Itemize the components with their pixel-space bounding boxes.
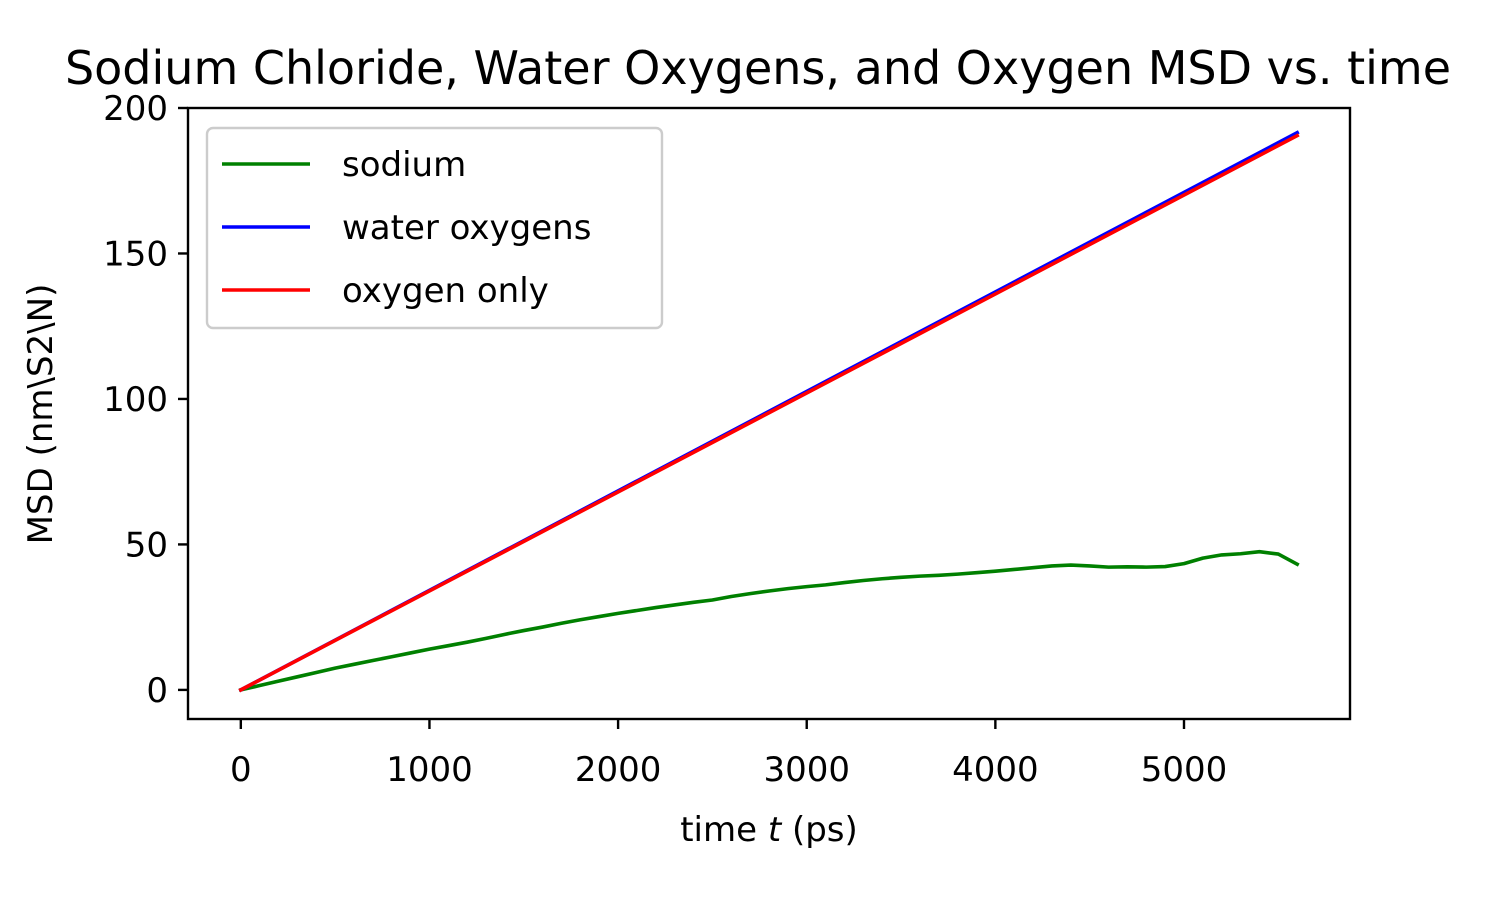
y-axis: 0 50 100 150 200 <box>103 89 188 711</box>
x-tick-label: 4000 <box>952 750 1039 790</box>
x-axis: 0 1000 2000 3000 4000 5000 <box>230 719 1227 790</box>
y-tick-label: 200 <box>103 89 168 129</box>
series-layer <box>238 130 1300 693</box>
y-tick-label: 150 <box>103 234 168 274</box>
legend: sodium water oxygens oxygen only <box>205 126 664 330</box>
legend-label-sodium: sodium <box>342 145 466 185</box>
chart-title: Sodium Chloride, Water Oxygens, and Oxyg… <box>65 41 1451 95</box>
y-tick-label: 100 <box>103 380 168 420</box>
x-axis-label: time t (ps) <box>680 810 858 850</box>
y-axis-label: MSD (nm\S2\N) <box>21 284 61 545</box>
legend-label-oxygen-only: oxygen only <box>342 271 549 311</box>
legend-label-water-oxygens: water oxygens <box>342 208 591 248</box>
x-tick-label: 3000 <box>763 750 850 790</box>
y-tick-label: 50 <box>125 525 168 565</box>
plot-frame <box>186 106 1352 721</box>
x-tick-label: 5000 <box>1141 750 1228 790</box>
series-line-sodium <box>238 549 1300 693</box>
y-tick-label: 0 <box>146 671 168 711</box>
x-tick-label: 1000 <box>386 750 473 790</box>
legend-box <box>205 126 664 330</box>
x-tick-label: 2000 <box>575 750 662 790</box>
series-line-oxygen-only <box>238 133 1300 693</box>
x-tick-label: 0 <box>230 750 252 790</box>
